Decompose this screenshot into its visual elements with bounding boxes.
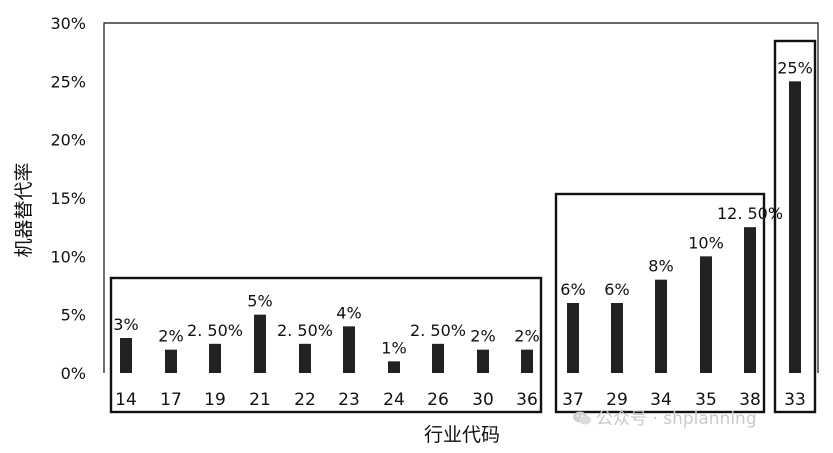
x-tick-label: 33 bbox=[784, 390, 806, 410]
bar bbox=[700, 256, 712, 373]
group-box-3 bbox=[773, 39, 817, 414]
bar bbox=[655, 279, 667, 373]
y-tick-label: 25% bbox=[50, 72, 86, 91]
watermark-text: 公众号 · shplanning bbox=[596, 409, 757, 429]
bar bbox=[165, 349, 177, 373]
bar bbox=[254, 314, 266, 373]
y-tick-label: 5% bbox=[61, 306, 86, 325]
data-label: 3% bbox=[113, 315, 138, 334]
x-tick-label: 36 bbox=[516, 390, 538, 410]
data-label: 12. 50% bbox=[717, 204, 783, 223]
y-tick-label: 15% bbox=[50, 189, 86, 208]
bar bbox=[477, 349, 489, 373]
x-tick-label: 17 bbox=[160, 390, 182, 410]
data-label: 2. 50% bbox=[187, 321, 243, 340]
data-label: 2. 50% bbox=[410, 321, 466, 340]
x-tick-label: 22 bbox=[294, 390, 316, 410]
bar bbox=[299, 343, 311, 373]
data-label: 25% bbox=[777, 58, 813, 77]
data-label: 8% bbox=[648, 257, 673, 276]
data-label: 6% bbox=[560, 280, 585, 299]
data-label: 2% bbox=[158, 327, 183, 346]
bar bbox=[744, 227, 756, 373]
data-label: 1% bbox=[381, 338, 406, 357]
y-tick-label: 0% bbox=[61, 364, 86, 383]
bar bbox=[209, 343, 221, 373]
x-tick-label: 30 bbox=[472, 390, 494, 410]
y-axis-label: 机器替代率 bbox=[13, 162, 35, 257]
bar bbox=[432, 343, 444, 373]
bar bbox=[343, 326, 355, 373]
x-tick-label: 37 bbox=[562, 390, 584, 410]
watermark: 公众号 · shplanning bbox=[572, 404, 757, 429]
bar bbox=[120, 338, 132, 373]
x-tick-label: 24 bbox=[383, 390, 405, 410]
x-tick-label: 23 bbox=[338, 390, 360, 410]
y-tick-label: 30% bbox=[50, 14, 86, 33]
bar bbox=[521, 349, 533, 373]
plot-frame bbox=[103, 22, 819, 373]
x-tick-label: 34 bbox=[650, 390, 672, 410]
data-label: 4% bbox=[336, 303, 361, 322]
data-label: 5% bbox=[247, 292, 272, 311]
data-label: 6% bbox=[604, 280, 629, 299]
group-box-1 bbox=[109, 276, 543, 414]
x-tick-label: 29 bbox=[606, 390, 628, 410]
x-tick-label: 14 bbox=[115, 390, 137, 410]
data-label: 2% bbox=[514, 327, 539, 346]
group-box-2 bbox=[554, 192, 766, 414]
x-tick-label: 21 bbox=[249, 390, 271, 410]
data-label: 2% bbox=[470, 327, 495, 346]
bar bbox=[388, 361, 400, 373]
data-label: 2. 50% bbox=[277, 321, 333, 340]
bar bbox=[567, 303, 579, 373]
data-label: 10% bbox=[688, 233, 724, 252]
x-tick-label: 19 bbox=[204, 390, 226, 410]
x-tick-label: 38 bbox=[739, 390, 761, 410]
y-tick-label: 20% bbox=[50, 131, 86, 150]
bar bbox=[611, 303, 623, 373]
wechat-icon bbox=[573, 411, 591, 425]
x-tick-label: 26 bbox=[427, 390, 449, 410]
bar bbox=[789, 81, 801, 373]
x-tick-label: 35 bbox=[695, 390, 717, 410]
x-axis-label: 行业代码 bbox=[424, 424, 500, 446]
y-tick-label: 10% bbox=[50, 247, 86, 266]
